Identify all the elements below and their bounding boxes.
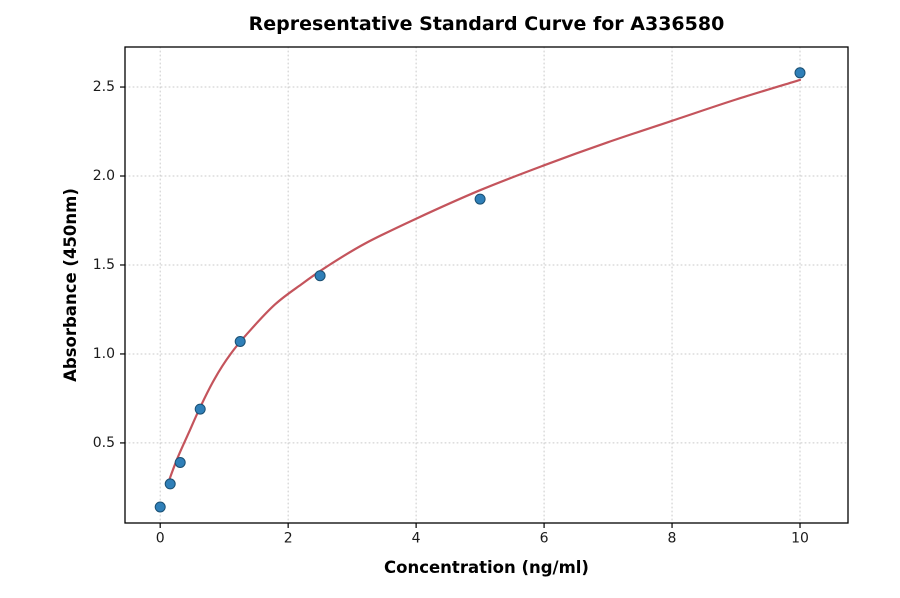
x-tick-label: 10 [791, 531, 809, 547]
data-point [314, 270, 326, 282]
fit-curve-line [166, 78, 802, 485]
fit-curve-path [166, 78, 802, 485]
y-tick-label: 1.5 [93, 257, 115, 273]
data-point [154, 501, 166, 513]
x-tick-label: 6 [540, 531, 549, 547]
y-tick-label: 2.5 [93, 79, 115, 95]
data-point [234, 336, 246, 347]
data-point [474, 193, 486, 205]
x-axis-label: Concentration (ng/ml) [384, 558, 589, 577]
data-points [154, 67, 806, 513]
chart-title: Representative Standard Curve for A33658… [249, 13, 725, 35]
data-point [164, 478, 176, 490]
y-tick-label: 2.0 [93, 168, 115, 184]
grid-lines [124, 46, 849, 524]
tick-marks [120, 86, 801, 528]
x-tick-label: 4 [412, 531, 421, 547]
x-tick-label: 0 [156, 531, 165, 547]
x-tick-label: 2 [284, 531, 293, 547]
data-point [794, 67, 806, 79]
data-point [194, 403, 206, 415]
y-tick-label: 0.5 [93, 435, 115, 451]
x-tick-label: 8 [668, 531, 677, 547]
y-tick-label: 1.0 [93, 346, 115, 362]
axes-frame [124, 46, 849, 524]
y-axis-label: Absorbance (450nm) [61, 188, 80, 382]
data-point [174, 457, 186, 468]
plot-border [124, 46, 849, 524]
tick-labels: 0 2 4 6 8 10 0.5 1.0 1.5 2.0 2.5 [93, 79, 809, 547]
